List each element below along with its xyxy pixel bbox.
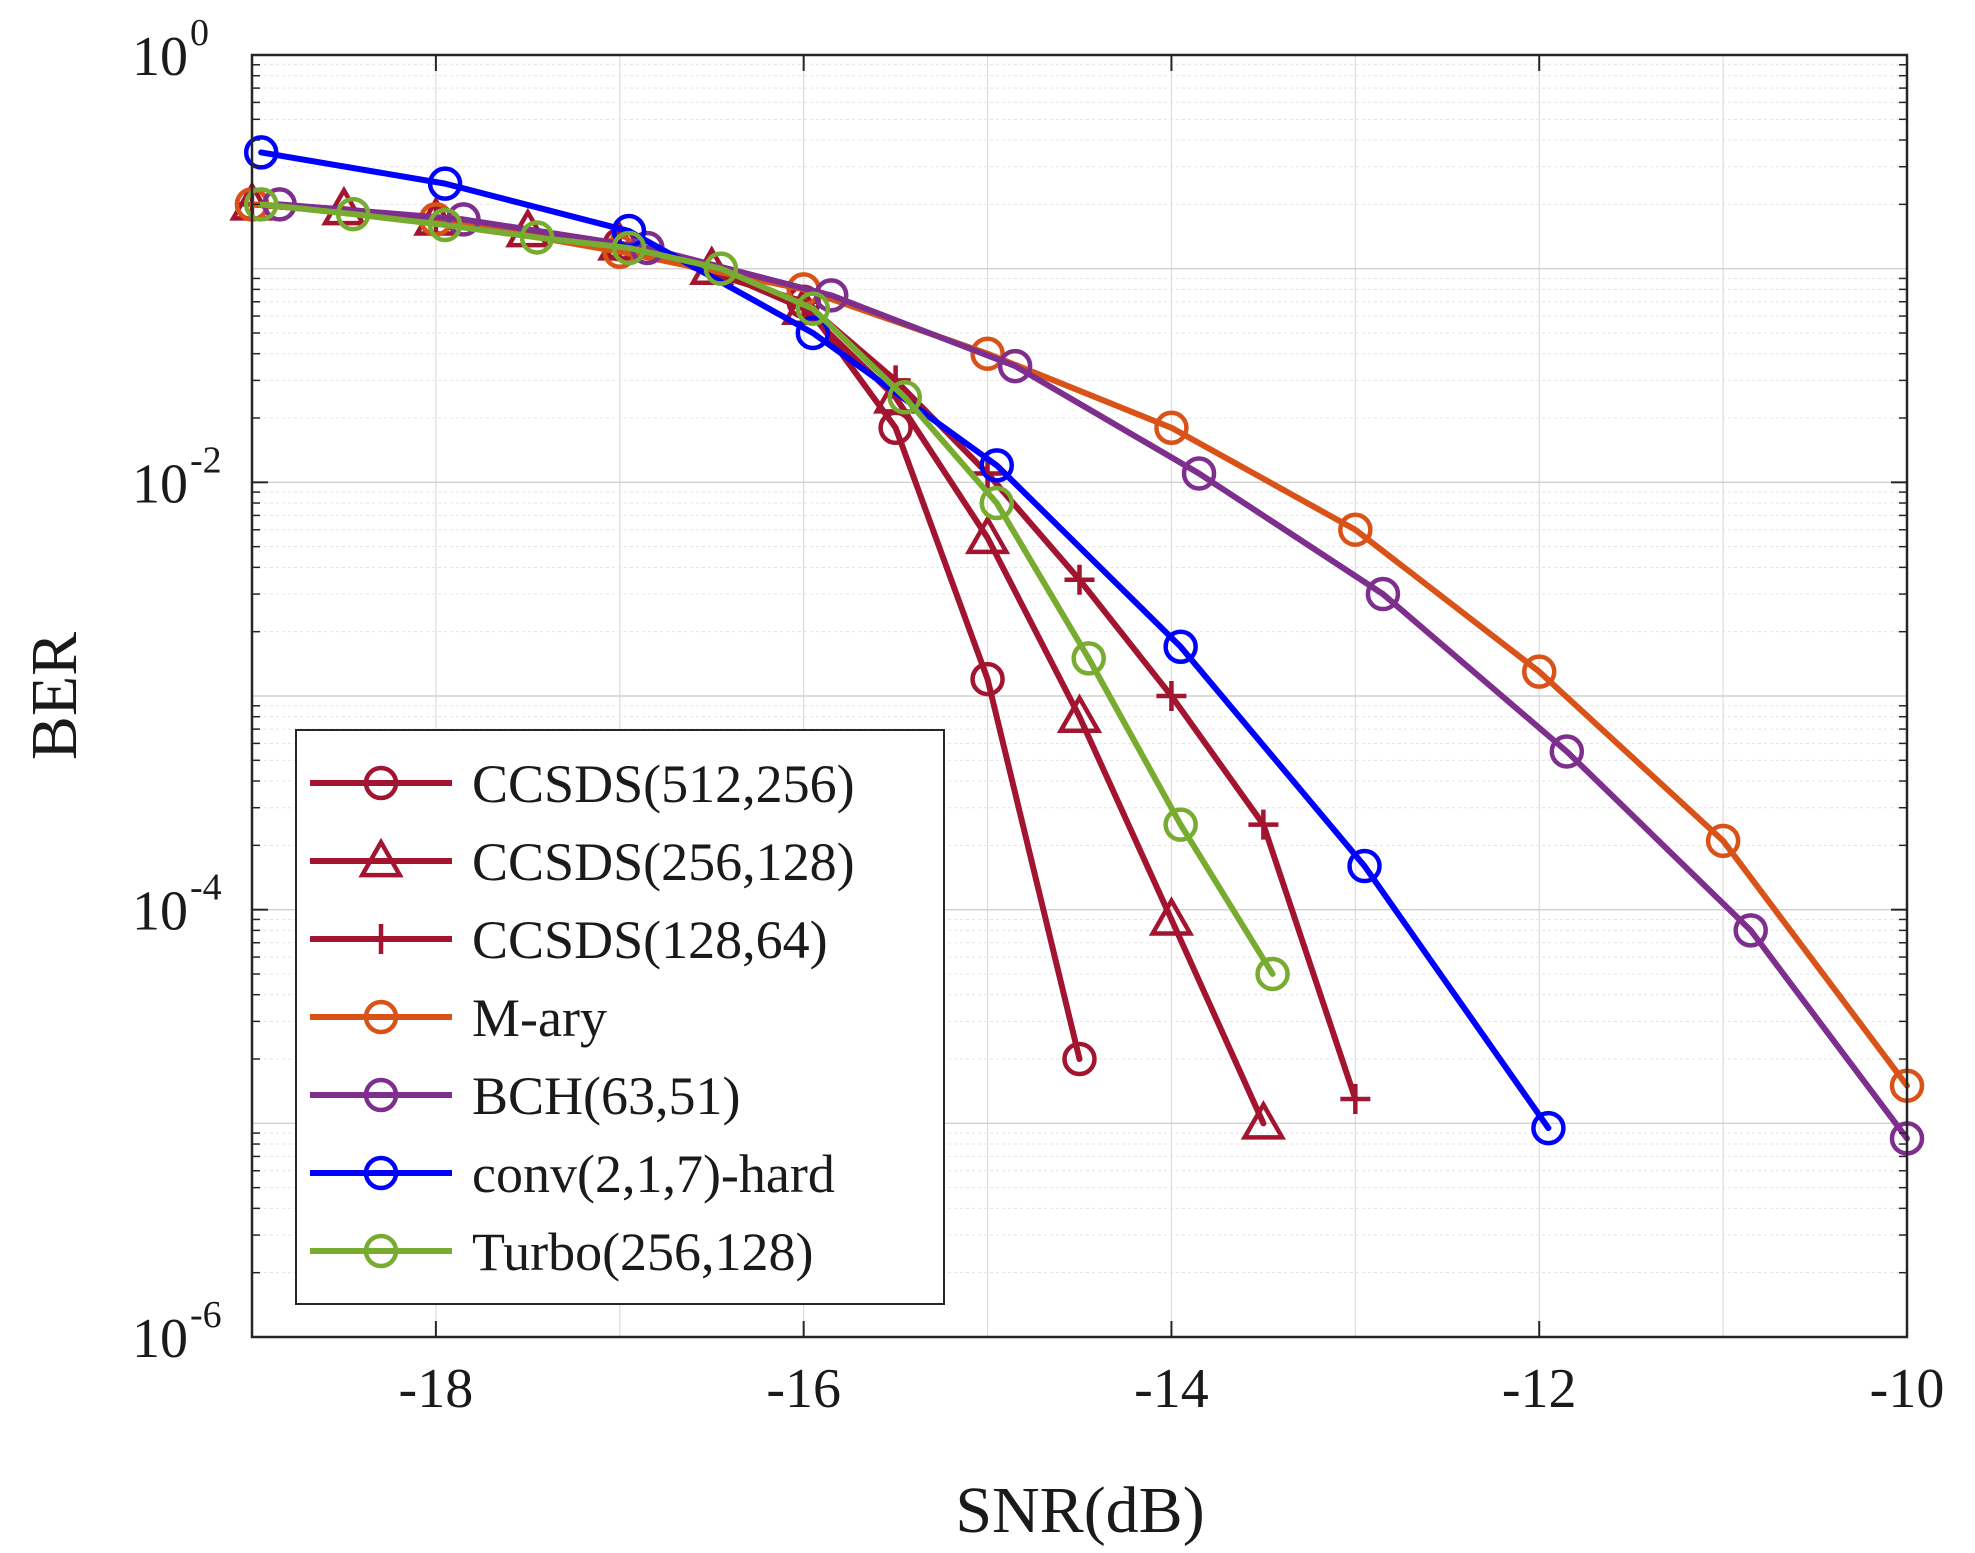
legend-label: CCSDS(256,128) [472, 832, 855, 892]
data-point [1347, 848, 1382, 884]
x-tick-label: -16 [766, 1358, 841, 1420]
legend-entry: CCSDS(128,64) [310, 910, 828, 970]
data-point [703, 251, 739, 286]
legend-entry: CCSDS(256,128) [310, 832, 855, 892]
legend-label: BCH(63,51) [472, 1066, 741, 1126]
series-line [276, 201, 1910, 1142]
data-point [1056, 693, 1103, 734]
legend-label: Turbo(256,128) [472, 1222, 814, 1282]
legend-marker [363, 1077, 399, 1113]
data-point [1521, 654, 1557, 689]
x-axis-label: SNR(dB) [955, 1474, 1204, 1547]
y-tick-label: 10 [132, 26, 188, 88]
data-point [1163, 807, 1198, 842]
legend-marker [366, 924, 396, 954]
data-point [1733, 913, 1768, 948]
legend-label: conv(2,1,7)-hard [472, 1144, 835, 1204]
data-point [795, 291, 831, 326]
data-point [1156, 681, 1187, 711]
data-point [427, 166, 463, 201]
plot-frame [250, 53, 1909, 1339]
legend-entry: BCH(63,51) [310, 1066, 741, 1126]
data-point [243, 135, 279, 170]
series-6 [243, 187, 1290, 992]
y-tick-exponent: 0 [190, 12, 209, 54]
y-tick-exponent: -2 [190, 439, 222, 481]
legend-entry: Turbo(256,128) [310, 1222, 814, 1282]
data-point [795, 315, 831, 351]
legend-entry: conv(2,1,7)-hard [310, 1144, 835, 1204]
y-tick-label: 10 [132, 453, 188, 515]
y-tick-exponent: -6 [190, 1294, 222, 1336]
legend-label: CCSDS(128,64) [472, 910, 828, 970]
legend-entry: M-ary [310, 988, 607, 1048]
axis-labels: SNR(dB) BER [18, 632, 1205, 1547]
y-tick-label: 10 [132, 1308, 188, 1370]
legend-marker [363, 1155, 399, 1191]
data-point [1338, 512, 1373, 547]
legend-entry: CCSDS(512,256) [310, 754, 855, 814]
y-tick-label: 10 [132, 881, 188, 943]
data-point [1549, 734, 1585, 769]
x-tick-label: -10 [1870, 1358, 1945, 1420]
data-point [1365, 576, 1401, 612]
legend-marker [363, 1233, 399, 1269]
data-point [1181, 456, 1217, 491]
data-point [1071, 641, 1106, 676]
data-point [446, 202, 481, 237]
data-point [887, 380, 923, 415]
data-point [970, 661, 1005, 697]
legend-label: CCSDS(512,256) [472, 754, 855, 814]
data-point [243, 187, 279, 222]
data-point [979, 485, 1014, 521]
data-point [1705, 823, 1741, 859]
data-point [335, 196, 371, 232]
data-point [964, 514, 1011, 555]
legend-marker [358, 837, 404, 878]
data-point [1255, 956, 1290, 992]
data-point [1148, 896, 1195, 936]
y-tick-exponent: -4 [190, 867, 222, 909]
data-point [1240, 1100, 1287, 1140]
data-point [1248, 809, 1279, 840]
data-point [611, 230, 647, 266]
legend: CCSDS(512,256) CCSDS(256,128) CCSDS(128,64… [295, 729, 945, 1305]
x-tick-label: -12 [1502, 1358, 1577, 1420]
data-point [1062, 1041, 1097, 1077]
data-point [1154, 410, 1189, 446]
data-point [1531, 1110, 1566, 1146]
x-tick-label: -14 [1134, 1358, 1209, 1420]
legend-label: M-ary [472, 988, 607, 1048]
data-point [1340, 1083, 1371, 1114]
data-point [970, 336, 1005, 371]
data-point [997, 348, 1033, 384]
data-point [427, 207, 463, 243]
data-point [519, 220, 555, 255]
y-axis-label: BER [18, 632, 91, 760]
data-point [1064, 564, 1095, 595]
series-layer [229, 135, 1925, 1156]
legend-marker [363, 765, 399, 801]
data-point [979, 448, 1014, 483]
data-point [1163, 629, 1198, 665]
legend-marker [363, 999, 399, 1035]
x-tick-label: -18 [399, 1358, 474, 1420]
data-point [972, 458, 1003, 489]
